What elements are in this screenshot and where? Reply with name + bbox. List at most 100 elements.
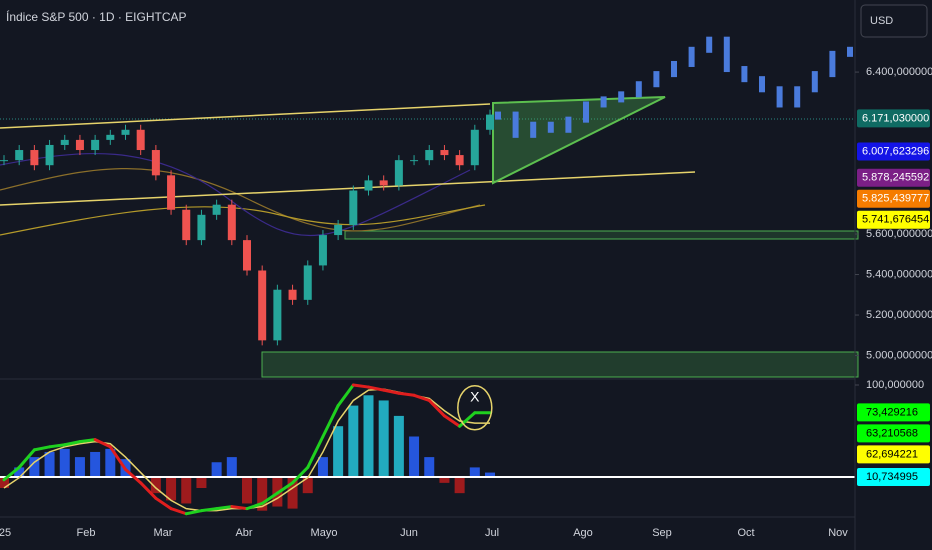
histogram-bar (74, 457, 85, 477)
candle-body (243, 240, 251, 271)
oscillator-segment (367, 385, 386, 392)
candle-body (440, 150, 449, 156)
candle-body (227, 204, 236, 241)
projection-bar (618, 91, 625, 103)
candle-body (197, 214, 206, 241)
price-tag (857, 168, 930, 187)
moving-average (0, 168, 481, 232)
projection-bar (495, 111, 501, 120)
oscillator-segment (108, 445, 127, 471)
projection-bar (706, 36, 713, 53)
price-tag (857, 210, 930, 229)
projection-bar (741, 66, 748, 83)
candle-body (45, 144, 54, 166)
candle-body (75, 139, 84, 151)
oscillator-segment (306, 435, 325, 469)
candle-body (425, 150, 434, 161)
candle-body (303, 265, 312, 300)
candle-body (30, 150, 39, 166)
histogram-bar (0, 476, 9, 489)
projection-bar (530, 121, 537, 138)
candle-body (364, 180, 373, 191)
histogram-bar (363, 395, 374, 477)
currency-button[interactable] (860, 4, 928, 38)
triangle-pattern (492, 96, 666, 185)
candle-body (455, 155, 464, 166)
candle-body (182, 209, 191, 241)
oscillator-segment (139, 481, 158, 500)
candle-body (288, 289, 297, 300)
trend-line (0, 171, 696, 206)
oscillator-segment (63, 440, 82, 447)
candle-body (212, 204, 221, 215)
oscillator-segment (351, 383, 370, 389)
histogram-bar (469, 467, 480, 477)
candle-body (394, 160, 403, 186)
oscillator-segment (291, 465, 310, 485)
y-tick-label: 100,000000 (866, 379, 924, 391)
trend-line (0, 103, 491, 129)
histogram-bar (378, 400, 389, 477)
oscillator-segment (245, 501, 264, 511)
projection-bar (847, 46, 853, 57)
candle-body (379, 180, 388, 186)
zone (261, 351, 859, 378)
histogram-bar (409, 436, 420, 477)
histogram-bar (105, 448, 116, 477)
histogram-bar (181, 476, 192, 504)
x-tick-label: Abr (235, 527, 252, 539)
oscillator-segment (397, 391, 416, 397)
projection-bar (671, 60, 677, 78)
candle-body (349, 190, 358, 225)
oscillator-segment (78, 438, 97, 444)
oscillator-segment (275, 481, 295, 495)
indicator-tag-label: 63,210568 (866, 427, 918, 439)
histogram-bar (439, 476, 450, 483)
oscillator-segment (382, 388, 401, 395)
price-tag (857, 189, 930, 208)
histogram-bar (348, 405, 359, 477)
histogram-bar (166, 476, 177, 501)
histogram-bar (211, 462, 222, 477)
x-tick-label: Sep (652, 527, 672, 539)
projection-bar (723, 36, 730, 73)
indicator-tag-label: 73,429216 (866, 406, 918, 418)
candle-body (151, 150, 160, 176)
projection-bar (794, 86, 801, 108)
oscillator-segment (169, 507, 188, 516)
y-tick-label: 6.400,000000 (866, 66, 932, 78)
chart-title: Índice S&P 500 · 1D · EIGHTCAP (6, 9, 187, 24)
annotation-label: X (470, 389, 480, 405)
oscillator-segment (17, 448, 36, 469)
oscillator-segment (230, 505, 249, 511)
oscillator-segment (154, 496, 173, 511)
candle-body (486, 114, 494, 130)
candle-body (410, 160, 419, 162)
histogram-bar (454, 476, 465, 494)
candle-body (273, 289, 282, 341)
histogram-bar (14, 467, 25, 477)
price-tag-label: 5.741,676454 (862, 214, 929, 226)
histogram-bar (485, 472, 495, 477)
x-tick-label: Feb (77, 527, 96, 539)
indicator-tag (857, 403, 930, 422)
candle-body (0, 160, 8, 162)
candle-body (15, 150, 24, 161)
projection-bar (653, 71, 660, 88)
oscillator-segment (336, 383, 355, 408)
projection-bar (583, 101, 589, 123)
price-tag-label: 6.171,030000 (862, 112, 929, 124)
projection-bar (811, 71, 818, 93)
candle-body (334, 224, 343, 236)
currency-label[interactable]: USD (870, 15, 893, 27)
oscillator-segment (184, 509, 203, 516)
oscillator-segment (458, 411, 477, 428)
zone (344, 230, 859, 240)
x-tick-label: 25 (0, 527, 11, 539)
indicator-tag (857, 424, 930, 443)
x-tick-label: Jul (485, 527, 499, 539)
x-tick-label: Jun (400, 527, 418, 539)
histogram-bar (196, 476, 207, 489)
